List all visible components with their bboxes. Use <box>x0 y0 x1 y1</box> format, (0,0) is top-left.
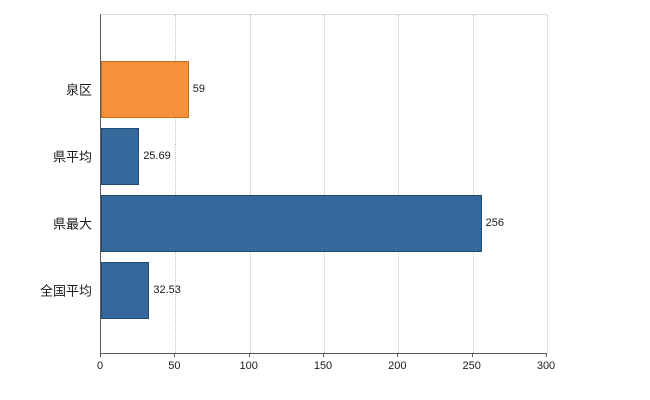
category-label: 県最大 <box>52 216 92 231</box>
tick-mark <box>397 353 399 357</box>
gridline <box>547 15 548 353</box>
value-label: 256 <box>485 216 504 229</box>
gridline <box>324 15 325 353</box>
tick-mark <box>100 353 101 357</box>
value-label: 59 <box>192 82 205 95</box>
plot-area <box>100 14 548 354</box>
tick-label: 0 <box>96 360 104 372</box>
value-label: 25.69 <box>143 149 171 162</box>
tick-label: 100 <box>239 360 258 372</box>
tick-label: 300 <box>536 360 556 372</box>
category-label: 泉区 <box>65 82 92 97</box>
tick-label: 200 <box>388 360 407 372</box>
tick-label: 150 <box>313 360 333 372</box>
value-label: 32.53 <box>153 283 181 296</box>
tick-label: 250 <box>462 360 481 372</box>
bar-1 <box>101 128 140 185</box>
tick-label: 50 <box>168 360 181 372</box>
gridline <box>398 15 400 353</box>
gridline <box>175 15 177 353</box>
tick-mark <box>471 353 473 357</box>
tick-mark <box>546 353 547 357</box>
category-label: 全国平均 <box>39 283 92 298</box>
tick-mark <box>174 353 176 357</box>
bar-3 <box>101 262 150 319</box>
bar-0 <box>101 61 189 118</box>
bar-2 <box>101 195 482 252</box>
gridline <box>249 15 251 353</box>
tick-mark <box>248 353 250 357</box>
gridline <box>472 15 474 353</box>
tick-mark <box>323 353 324 357</box>
category-label: 県平均 <box>52 149 92 164</box>
